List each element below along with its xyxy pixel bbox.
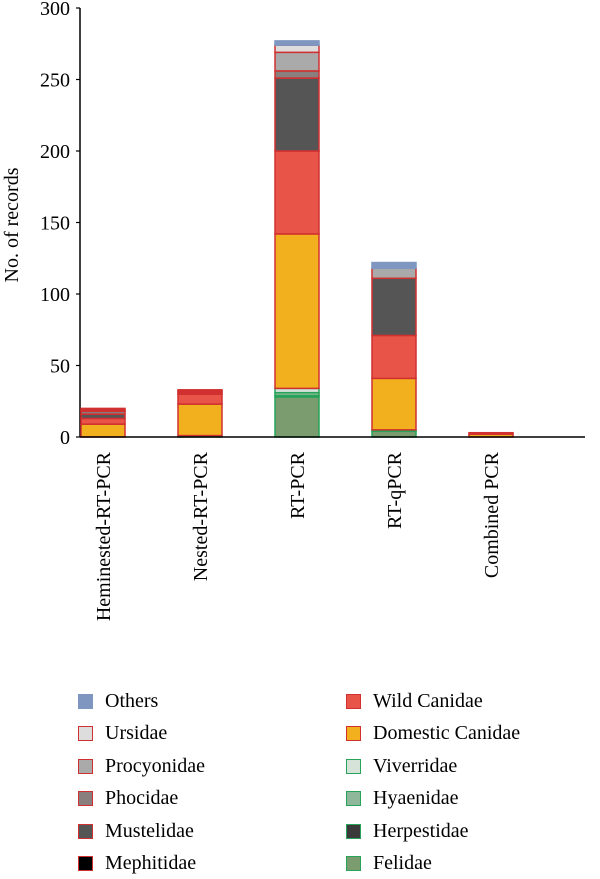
legend-swatch — [78, 823, 93, 839]
bar-segment — [177, 393, 223, 405]
bar-segment — [177, 389, 223, 392]
legend-swatch — [346, 693, 361, 709]
legend-swatch — [78, 726, 93, 741]
stacked-bar-chart: 0 50 100 150 200 250 300 Heminested-RT-PCR Nest… — [1, 0, 585, 621]
y-tick-label: 0 — [60, 427, 70, 449]
bar-segment — [371, 430, 417, 438]
legend-label: Mustelidae — [105, 819, 194, 842]
x-tick-label: Combined PCR — [481, 451, 503, 578]
bar-segment — [274, 51, 320, 72]
x-axis: Heminested-RT-PCR Nested-RT-PCR RT-PCR RT-q… — [80, 436, 585, 621]
bar-segment — [274, 70, 320, 79]
bar-segment — [371, 334, 417, 380]
legend-swatch — [78, 758, 93, 774]
bar-segment — [274, 77, 320, 152]
bar-segment — [371, 261, 417, 270]
legend-swatch — [78, 693, 93, 709]
legend-label: Ursidae — [105, 722, 168, 744]
y-tick-label: 100 — [40, 284, 70, 306]
y-tick-label: 50 — [50, 356, 70, 378]
legend-label: Phocidae — [105, 787, 179, 809]
y-tick-label: 150 — [40, 213, 70, 235]
legend-swatch — [78, 791, 93, 806]
bar-segment — [177, 403, 223, 437]
bar-segment — [80, 423, 126, 438]
legend-swatch — [346, 823, 361, 839]
legend-label: Hyaenidae — [373, 787, 459, 809]
legend-swatch — [346, 726, 361, 741]
bar-segment — [468, 431, 514, 435]
legend-swatch — [78, 856, 93, 871]
legend-item: Viverridae — [346, 751, 457, 781]
legend-item: Phocidae — [78, 784, 178, 814]
legend-label: Domestic Canidae — [373, 722, 521, 744]
legend-item: Ursidae — [78, 719, 167, 749]
bar-segment — [274, 150, 320, 235]
x-tick-label: Nested-RT-PCR — [190, 451, 212, 581]
y-tick-label: 200 — [40, 141, 70, 163]
bar-segment — [274, 396, 320, 438]
x-tick-label: Heminested-RT-PCR — [93, 451, 115, 621]
bar-segment — [80, 417, 126, 425]
legend-swatch — [346, 856, 361, 871]
y-axis-label: No. of records — [1, 167, 23, 282]
legend-swatch — [346, 791, 361, 806]
legend-item: Mustelidae — [78, 816, 194, 846]
bar-segment — [80, 407, 126, 411]
y-tick-label: 250 — [40, 70, 70, 92]
x-tick-label: RT-PCR — [287, 451, 309, 519]
legend-item: Procyonidae — [78, 751, 205, 781]
bar-segment — [371, 377, 417, 431]
legend-item: Felidae — [346, 849, 432, 879]
legend-item: Herpestidae — [346, 816, 469, 846]
y-tick-label: 300 — [40, 0, 70, 20]
legend-label: Viverridae — [373, 754, 458, 777]
legend-item: Domestic Canidae — [346, 719, 520, 749]
legend-item: Hyaenidae — [346, 784, 459, 814]
x-tick-label: RT-qPCR — [384, 451, 406, 529]
legend-label: Wild Canidae — [373, 689, 483, 712]
bars — [80, 40, 514, 438]
bar-segment — [274, 40, 320, 46]
legend-label: Felidae — [373, 852, 432, 874]
bar-segment — [371, 267, 417, 280]
legend-item: Others — [78, 686, 158, 716]
y-axis: 0 50 100 150 200 250 300 — [40, 0, 81, 449]
legend-item: Wild Canidae — [346, 686, 483, 716]
legend-label: Herpestidae — [373, 819, 469, 842]
legend-swatch — [346, 758, 361, 774]
legend-label: Mephitidae — [105, 852, 197, 874]
bar-segment — [274, 44, 320, 54]
bar-segment — [274, 233, 320, 390]
legend-label: Others — [105, 689, 159, 712]
legend-label: Procyonidae — [105, 754, 205, 777]
legend-item: Mephitidae — [78, 849, 196, 879]
bar-segment — [371, 277, 417, 337]
